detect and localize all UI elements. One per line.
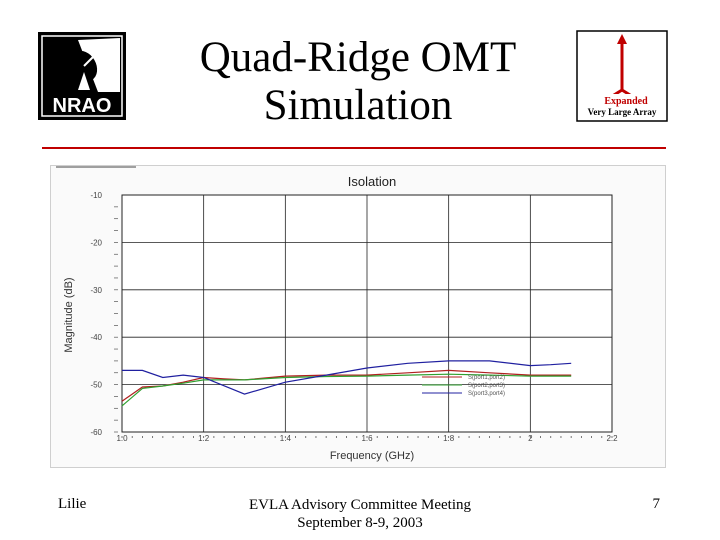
chart-title: Isolation bbox=[348, 174, 396, 189]
legend-entry: S(port3,port4) bbox=[468, 391, 505, 397]
footer-event-line-2: September 8-9, 2003 bbox=[297, 515, 423, 531]
y-axis-label: Magnitude (dB) bbox=[63, 277, 75, 352]
x-tick-label: 2 bbox=[528, 434, 533, 443]
x-tick-labels: 1.0 1.2 1.4 1.6 1.8 2 2.2 bbox=[116, 434, 618, 443]
slide-title: Quad-Ridge OMT Simulation bbox=[140, 34, 576, 130]
x-tick-label: 1.0 bbox=[116, 434, 128, 443]
y-tick-label: -10 bbox=[90, 191, 102, 200]
x-tick-label: 1.8 bbox=[443, 434, 455, 443]
y-minor-ticks bbox=[114, 206, 118, 433]
x-tick-label: 1.4 bbox=[280, 434, 292, 443]
legend-entry: S(port1,port2) bbox=[468, 375, 505, 381]
isolation-chart: Isolation -10-20-30-40-50-60 1.0 1.2 1.4 1.… bbox=[50, 165, 666, 468]
legend-entry: S(port2,port3) bbox=[468, 383, 505, 389]
title-line-2: Simulation bbox=[263, 82, 453, 129]
y-tick-label: -50 bbox=[90, 381, 102, 390]
chart-legend: S(port1,port2) S(port2,port3) S(port3,port… bbox=[422, 375, 505, 397]
series-line-2 bbox=[121, 373, 572, 407]
title-line-1: Quad-Ridge OMT bbox=[199, 34, 517, 81]
footer-event-line-1: EVLA Advisory Committee Meeting bbox=[248, 497, 472, 513]
footer-author: Lilie bbox=[58, 496, 87, 512]
y-tick-label: -20 bbox=[90, 238, 102, 247]
x-axis-label: Frequency (GHz) bbox=[330, 450, 414, 462]
x-tick-label: 1.2 bbox=[198, 434, 210, 443]
y-tick-label: -30 bbox=[90, 286, 102, 295]
svg-text:NRAO: NRAO bbox=[53, 95, 112, 117]
y-tick-label: -60 bbox=[90, 428, 102, 437]
series-group bbox=[121, 360, 572, 407]
y-tick-label: -40 bbox=[90, 333, 102, 342]
evla-logo: Expanded Very Large Array bbox=[576, 30, 668, 122]
page-number: 7 bbox=[652, 496, 661, 512]
title-divider bbox=[42, 147, 666, 149]
y-tick-labels: -10 -20 -30 -40 -50 -60 bbox=[90, 191, 102, 437]
x-minor-ticks bbox=[121, 436, 613, 438]
x-tick-label: 1.6 bbox=[361, 434, 373, 443]
x-tick-label: 2.2 bbox=[606, 434, 618, 443]
chart-grid bbox=[121, 194, 613, 433]
svg-text:Very Large Array: Very Large Array bbox=[588, 107, 657, 117]
svg-text:Expanded: Expanded bbox=[604, 96, 648, 107]
footer-event: EVLA Advisory Committee Meeting Septembe… bbox=[200, 496, 520, 532]
nrao-logo: NRAO bbox=[38, 32, 126, 120]
series-line-3 bbox=[122, 360, 572, 395]
